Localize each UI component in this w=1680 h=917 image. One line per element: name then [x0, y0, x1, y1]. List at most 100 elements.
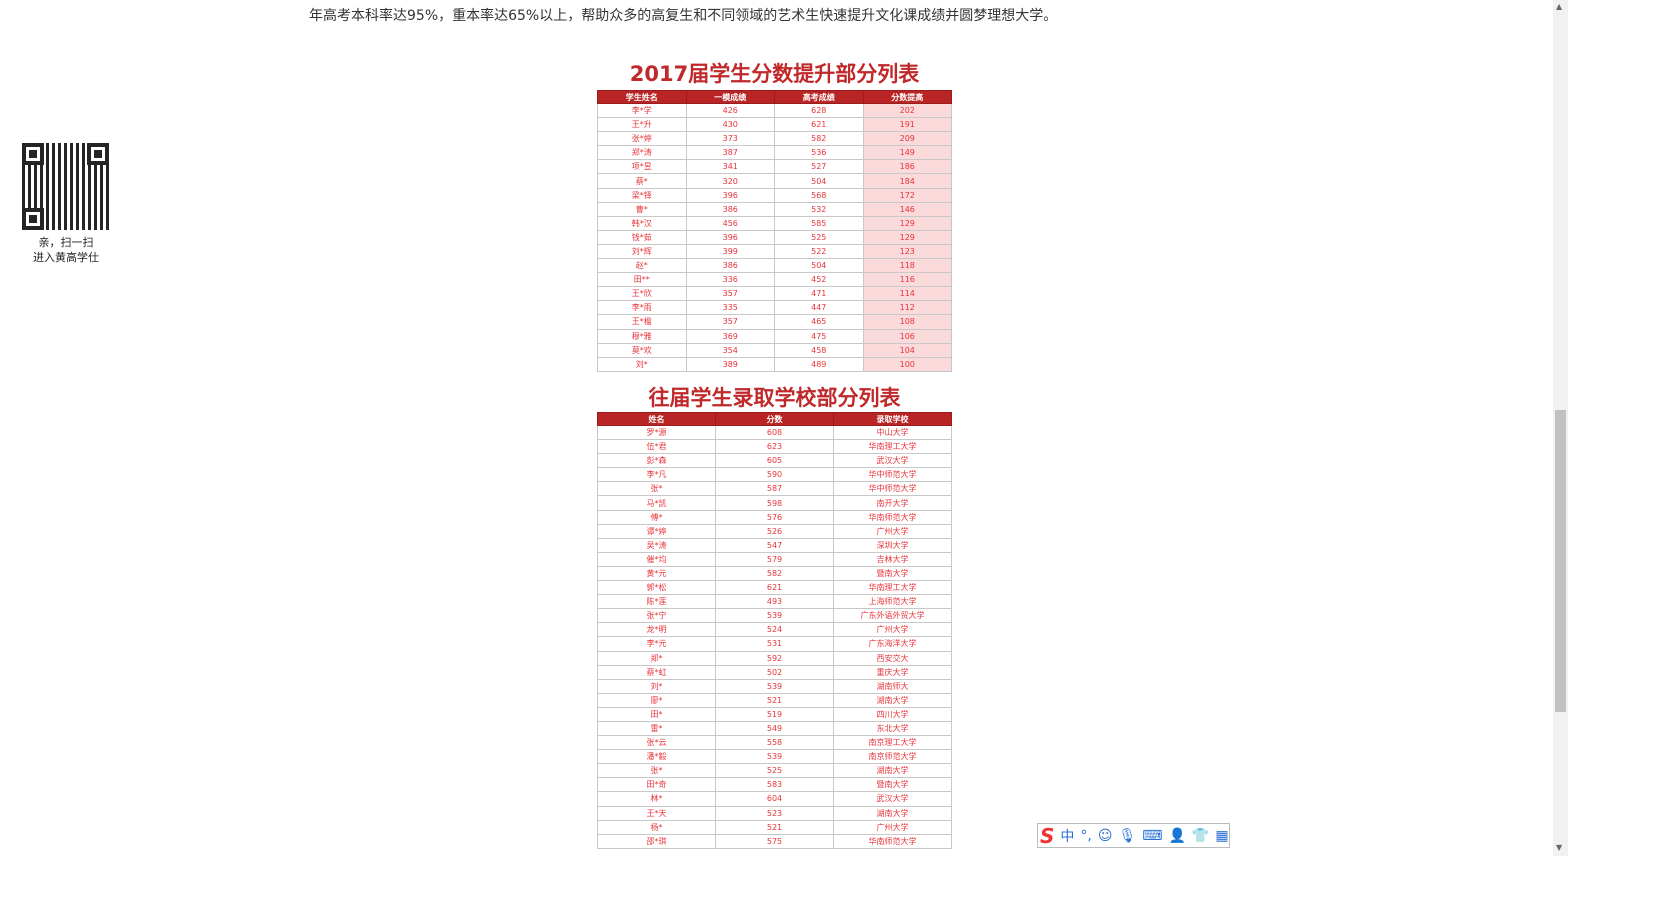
- table-cell: 373: [685, 131, 775, 147]
- table-row: 郑*涛 387 536 149: [597, 145, 952, 161]
- table-cell: 刘*: [597, 356, 687, 372]
- table-row: 潘*毅 539 南京师范大学: [597, 749, 952, 765]
- scrollbar-thumb[interactable]: [1555, 410, 1566, 712]
- skin-icon[interactable]: 👕: [1191, 827, 1210, 844]
- table-row: 谭*婷 526 广州大学: [597, 523, 952, 539]
- column-header: 录取学校: [833, 412, 952, 426]
- table-row: 杨* 521 广州大学: [597, 819, 952, 835]
- table-cell: 209: [862, 131, 952, 147]
- keyboard-icon[interactable]: ⌨: [1142, 827, 1163, 844]
- table-cell: 李*雨: [597, 300, 687, 316]
- table-cell: 525: [774, 229, 864, 245]
- table-cell: 118: [862, 258, 952, 274]
- table-cell: 张*宁: [597, 608, 716, 624]
- table-cell: 武汉大学: [833, 791, 952, 807]
- user-icon[interactable]: 👤: [1168, 827, 1186, 844]
- table-cell: 123: [862, 243, 952, 260]
- table-cell: 广州大学: [833, 622, 952, 638]
- qr-caption: 亲，扫一扫 进入黄高学仕: [20, 235, 112, 265]
- table-row: 张* 587 华中师范大学: [597, 481, 952, 497]
- table-cell: 韩*汉: [597, 215, 687, 231]
- microphone-icon[interactable]: 🎙: [1118, 827, 1137, 844]
- table-row: 廖* 521 湖南大学: [597, 692, 952, 708]
- table-cell: 中山大学: [833, 424, 952, 441]
- table-cell: 伍*君: [597, 439, 716, 455]
- table-cell: 张*婷: [597, 131, 687, 147]
- table-cell: 田*奇: [597, 777, 716, 793]
- table-cell: 582: [715, 565, 834, 582]
- ime-punct-toggle[interactable]: °,: [1080, 827, 1092, 844]
- ime-lang-toggle[interactable]: 中: [1060, 828, 1075, 845]
- table-cell: 广州大学: [833, 523, 952, 539]
- table-cell: 项*昱: [597, 159, 687, 175]
- table-cell: 523: [715, 805, 834, 821]
- table-cell: 华南理工大学: [833, 439, 952, 455]
- table-cell: 129: [862, 229, 952, 245]
- scroll-up-icon[interactable]: ▲: [1556, 2, 1563, 11]
- table-cell: 369: [685, 328, 775, 344]
- table-cell: 钱*茹: [597, 229, 687, 245]
- table-cell: 531: [715, 636, 834, 652]
- ime-toolbar[interactable]: S 中 °, ☺ 🎙 ⌨ 👤 👕 ▦: [1037, 823, 1230, 848]
- table-cell: 502: [715, 664, 834, 680]
- table-cell: 354: [685, 342, 775, 358]
- table-row: 田* 519 四川大学: [597, 706, 952, 722]
- table-cell: 杨*: [597, 819, 716, 835]
- table-row: 吴*涛 547 深圳大学: [597, 537, 952, 553]
- table-cell: 106: [862, 328, 952, 344]
- intro-text: 年高考本科率达95%，重本率达65%以上，帮助众多的高复生和不同领域的艺术生快速…: [309, 8, 1058, 24]
- table-cell: 526: [715, 523, 834, 539]
- table-cell: 489: [774, 356, 864, 372]
- table-row: 刘* 539 湖南师大: [597, 678, 952, 694]
- table-cell: 王*欣: [597, 286, 687, 302]
- table-cell: 456: [685, 215, 775, 231]
- scroll-down-icon[interactable]: ▼: [1556, 843, 1563, 852]
- table-cell: 524: [715, 622, 834, 638]
- table-cell: 621: [715, 580, 834, 596]
- table-cell: 521: [715, 819, 834, 835]
- emoji-icon[interactable]: ☺: [1097, 827, 1113, 844]
- table-cell: 623: [715, 439, 834, 455]
- table-cell: 广东外语外贸大学: [833, 608, 952, 624]
- table-cell: 蔡*: [597, 173, 687, 189]
- table-cell: 罗*源: [597, 424, 716, 441]
- table-cell: 吉林大学: [833, 551, 952, 567]
- table-cell: 邵*琪: [597, 833, 716, 849]
- toolbox-icon[interactable]: ▦: [1215, 827, 1229, 844]
- table-cell: 西安交大: [833, 650, 952, 666]
- table-cell: 穆*雅: [597, 328, 687, 344]
- table-cell: 608: [715, 424, 834, 441]
- table-cell: 605: [715, 453, 834, 469]
- table-cell: 梁*铎: [597, 187, 687, 203]
- table-cell: 621: [774, 117, 864, 133]
- table-cell: 湖南大学: [833, 692, 952, 708]
- table-row: 王*欣 357 471 114: [597, 286, 952, 302]
- table-cell: 471: [774, 286, 864, 302]
- table-cell: 341: [685, 159, 775, 175]
- table-row: 穆*雅 369 475 106: [597, 328, 952, 344]
- table-row: 郑* 592 西安交大: [597, 650, 952, 666]
- table-cell: 华南师范大学: [833, 509, 952, 525]
- table-cell: 521: [715, 692, 834, 708]
- table-cell: 628: [774, 102, 864, 119]
- table-cell: 504: [774, 173, 864, 189]
- table-cell: 598: [715, 495, 834, 511]
- table-row: 陈*莲 493 上海师范大学: [597, 594, 952, 610]
- table-row: 王*楹 357 465 108: [597, 314, 952, 330]
- table-cell: 暨南大学: [833, 565, 952, 582]
- table-cell: 华中师范大学: [833, 481, 952, 497]
- table-row: 王*天 523 湖南大学: [597, 805, 952, 821]
- table1-title: 2017届学生分数提升部分列表: [629, 62, 920, 86]
- table-cell: 武汉大学: [833, 453, 952, 469]
- table-cell: 452: [774, 272, 864, 288]
- table-cell: 576: [715, 509, 834, 525]
- column-header: 姓名: [597, 412, 716, 426]
- table-cell: 马*凯: [597, 495, 716, 511]
- table-cell: 田*: [597, 706, 716, 722]
- table-row: 梁*铎 396 568 172: [597, 187, 952, 203]
- qr-line1: 亲，扫一扫: [38, 236, 94, 249]
- table-cell: 南开大学: [833, 495, 952, 511]
- table-cell: 532: [774, 201, 864, 217]
- column-header: 分数: [715, 412, 834, 426]
- table-cell: 357: [685, 286, 775, 302]
